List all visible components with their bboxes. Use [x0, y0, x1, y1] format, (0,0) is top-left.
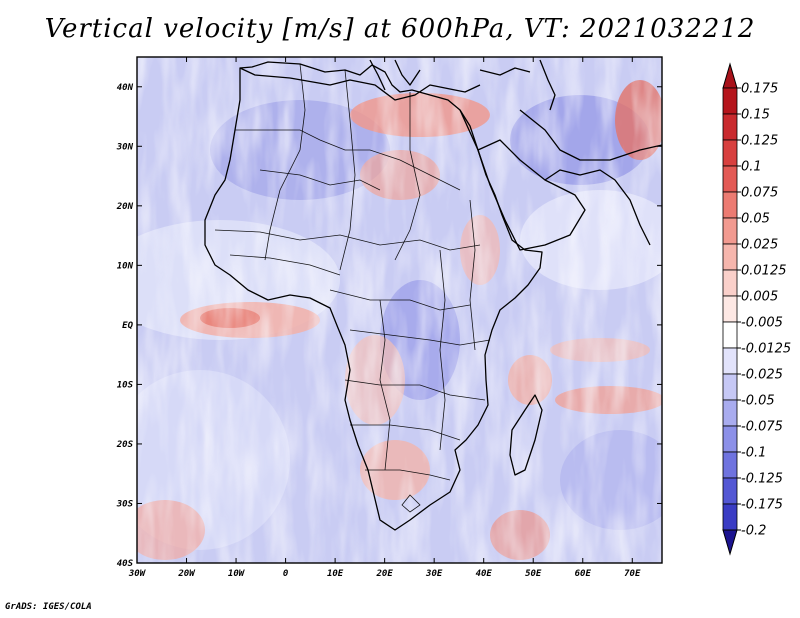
- lat-tick-label: 40N: [117, 83, 134, 93]
- lon-tick-label: 10E: [327, 569, 344, 579]
- colorbar-label: -0.1: [741, 446, 766, 461]
- colorbar-swatch: [722, 373, 738, 401]
- colorbar: 0.175 0.15 0.125 0.1 0.075 0.05 0.025 0.0125 0.0…: [722, 62, 791, 556]
- lat-tick-label: 10S: [117, 380, 134, 390]
- colorbar-label: -0.0125: [741, 342, 791, 357]
- colorbar-swatch: [722, 477, 738, 505]
- lon-tick-label: 30W: [128, 569, 147, 579]
- colorbar-label: -0.05: [741, 394, 775, 409]
- colorbar-label: -0.075: [741, 420, 783, 435]
- lat-tick-label: 10N: [117, 261, 134, 271]
- lat-tick-label: 30N: [116, 142, 134, 152]
- map-frame: [136, 56, 663, 564]
- colorbar-swatch: [722, 451, 738, 479]
- colorbar-swatch: [722, 399, 738, 427]
- colorbar-label: 0.005: [741, 290, 778, 305]
- lat-tick-label: 30S: [116, 499, 134, 509]
- colorbar-swatch: [722, 191, 738, 219]
- colorbar-swatch: [722, 139, 738, 167]
- country-borders: [214, 63, 491, 513]
- colorbar-swatch: [722, 165, 738, 193]
- lon-tick-label: 20W: [177, 569, 196, 579]
- colorbar-label: 0.025: [741, 238, 778, 253]
- coastlines: [204, 59, 662, 531]
- colorbar-label: -0.175: [741, 498, 783, 513]
- colorbar-label: -0.005: [741, 316, 783, 331]
- lon-tick-label: 50E: [525, 569, 542, 579]
- colorbar-swatch: [722, 217, 738, 245]
- colorbar-label: 0.05: [741, 212, 770, 227]
- colorbar-swatch: [722, 243, 738, 271]
- colorbar-swatch: [722, 87, 738, 115]
- lon-tick-label: 10W: [228, 569, 246, 579]
- lon-tick-label: 20E: [376, 569, 394, 579]
- colorbar-swatch: [722, 113, 738, 141]
- colorbar-label: 0.1: [741, 160, 762, 175]
- colorbar-min-arrow: [722, 529, 738, 556]
- lon-tick-label: 0: [283, 569, 289, 579]
- colorbar-label: 0.15: [741, 108, 770, 123]
- axis-ticks: [136, 57, 662, 564]
- lon-tick-label: 40E: [476, 569, 493, 579]
- lon-tick-label: 70E: [624, 569, 641, 579]
- lon-tick-label: 60E: [575, 569, 592, 579]
- colorbar-label: -0.2: [741, 524, 766, 539]
- colorbar-label: 0.175: [741, 82, 778, 97]
- colorbar-label: 0.125: [741, 134, 778, 149]
- lat-tick-label: 20N: [116, 202, 134, 212]
- velocity-field: [137, 57, 662, 563]
- colorbar-swatch: [722, 347, 738, 375]
- lat-tick-label: EQ: [122, 321, 133, 331]
- lat-tick-label: 40S: [117, 559, 134, 569]
- colorbar-swatch: [722, 503, 738, 531]
- lat-tick-label: 20S: [116, 440, 134, 450]
- colorbar-label: -0.125: [741, 472, 783, 487]
- colorbar-swatch: [722, 425, 738, 453]
- colorbar-label: -0.025: [741, 368, 783, 383]
- colorbar-label: 0.0125: [741, 264, 787, 279]
- colorbar-max-arrow: [722, 62, 738, 89]
- grads-credit: GrADS: IGES/COLA: [5, 602, 92, 612]
- lon-tick-label: 30E: [425, 569, 443, 579]
- colorbar-swatch: [722, 321, 738, 349]
- colorbar-label: 0.075: [741, 186, 778, 201]
- map-title: Vertical velocity [m/s] at 600hPa, VT: 2…: [44, 14, 756, 44]
- colorbar-swatch: [722, 295, 738, 323]
- colorbar-swatch: [722, 269, 738, 297]
